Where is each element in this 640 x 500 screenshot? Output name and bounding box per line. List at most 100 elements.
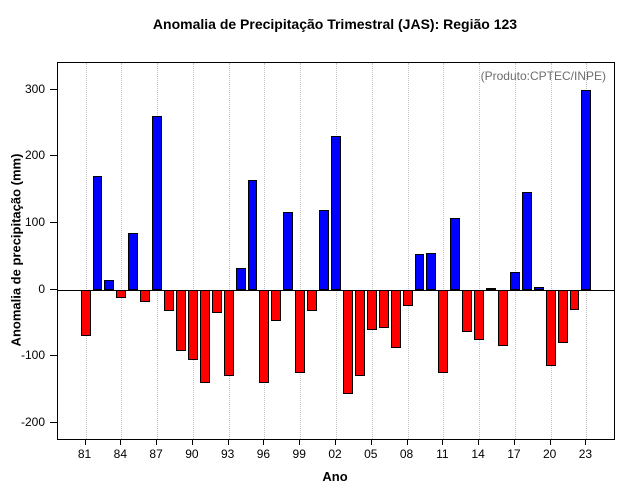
y-tick-label: -200 [20, 415, 45, 429]
x-tick-mark [335, 439, 336, 445]
gridline [85, 63, 87, 439]
bar-22 [569, 289, 580, 310]
x-tick-label: 23 [578, 447, 593, 461]
gridline [443, 63, 445, 439]
gridline [228, 63, 230, 439]
x-tick-mark [370, 439, 372, 445]
x-tick-label: 90 [185, 447, 199, 461]
x-tick-label: 02 [328, 447, 342, 461]
bar-20 [545, 289, 556, 366]
x-tick-mark [191, 439, 193, 445]
x-tick-mark [406, 439, 408, 445]
bar-08 [402, 289, 413, 307]
y-axis-label: Anomalia de precipitação (mm) [8, 153, 24, 347]
plot-area: (Produto:CPTEC/INPE) [57, 62, 615, 440]
x-tick-mark [478, 439, 480, 445]
bar-11 [438, 289, 449, 373]
bar-99 [295, 289, 306, 373]
y-tick-label: -100 [20, 348, 45, 363]
bar-85 [128, 233, 139, 290]
x-tick-mark [299, 439, 301, 445]
bar-81 [80, 289, 91, 337]
x-tick-mark [227, 439, 229, 445]
x-tick-label: 11 [436, 447, 449, 461]
bar-09 [414, 254, 425, 290]
bar-95 [247, 179, 258, 290]
x-tick-label: 05 [364, 447, 378, 461]
bar-14 [474, 289, 485, 341]
bar-21 [557, 289, 568, 343]
bar-17 [509, 271, 520, 290]
x-tick-label: 99 [292, 447, 306, 461]
y-tick-label: 100 [24, 215, 45, 229]
bar-01 [319, 210, 330, 290]
bar-15 [486, 287, 496, 290]
bar-87 [152, 116, 163, 290]
gridline [121, 63, 123, 439]
x-tick-label: 17 [507, 447, 521, 461]
gridline [550, 63, 552, 439]
bar-90 [187, 289, 198, 360]
y-tick-mark [50, 155, 57, 157]
bar-04 [354, 289, 365, 377]
bar-18 [521, 192, 532, 290]
x-tick-label: 87 [149, 447, 163, 461]
zero-line [58, 289, 614, 291]
bar-94 [235, 268, 246, 290]
x-tick-label: 96 [256, 447, 271, 461]
bar-89 [175, 289, 186, 351]
gridline [192, 63, 194, 439]
bar-19 [533, 287, 544, 290]
gridline [264, 63, 266, 439]
bar-97 [271, 289, 282, 321]
bar-23 [581, 89, 592, 290]
bar-12 [450, 218, 461, 290]
y-tick-label: 200 [24, 148, 45, 163]
chart-title: Anomalia de Precipitação Trimestral (JAS… [152, 16, 518, 32]
x-tick-mark [156, 439, 158, 445]
y-tick-mark [50, 355, 57, 357]
bar-92 [211, 289, 222, 313]
bar-06 [378, 289, 389, 328]
gridline [371, 63, 373, 439]
x-tick-label: 93 [220, 447, 235, 461]
bar-98 [283, 211, 294, 290]
bar-00 [307, 289, 318, 311]
source-annotation: (Produto:CPTEC/INPE) [480, 69, 606, 83]
gridline [300, 63, 302, 439]
x-axis-label: Ano [322, 469, 348, 484]
x-tick-label: 20 [542, 447, 557, 461]
gridline [407, 63, 409, 439]
bar-03 [342, 289, 353, 395]
gridline [514, 63, 516, 439]
y-tick-mark [50, 222, 57, 223]
bar-84 [116, 289, 127, 298]
y-tick-mark [50, 88, 57, 90]
x-tick-label: 81 [77, 447, 92, 461]
bar-13 [462, 289, 473, 332]
bar-88 [164, 289, 174, 311]
y-tick-label: 0 [38, 281, 45, 296]
bar-16 [498, 289, 508, 346]
bar-10 [426, 253, 437, 290]
x-tick-mark [120, 439, 122, 445]
x-tick-mark [84, 439, 86, 445]
x-tick-mark [442, 439, 444, 445]
bar-93 [223, 289, 234, 377]
y-tick-mark [50, 422, 57, 423]
x-tick-label: 08 [399, 447, 414, 461]
x-tick-mark [585, 439, 587, 445]
x-tick-label: 84 [113, 447, 127, 461]
x-tick-mark [513, 439, 515, 445]
x-tick-mark [549, 439, 551, 445]
bar-96 [259, 289, 270, 383]
gridline [479, 63, 481, 439]
bar-86 [140, 289, 151, 302]
bar-83 [104, 279, 115, 290]
y-tick-mark [50, 288, 57, 290]
bar-82 [92, 176, 103, 290]
bar-05 [366, 289, 377, 330]
bar-91 [199, 289, 210, 383]
bar-07 [390, 289, 401, 349]
